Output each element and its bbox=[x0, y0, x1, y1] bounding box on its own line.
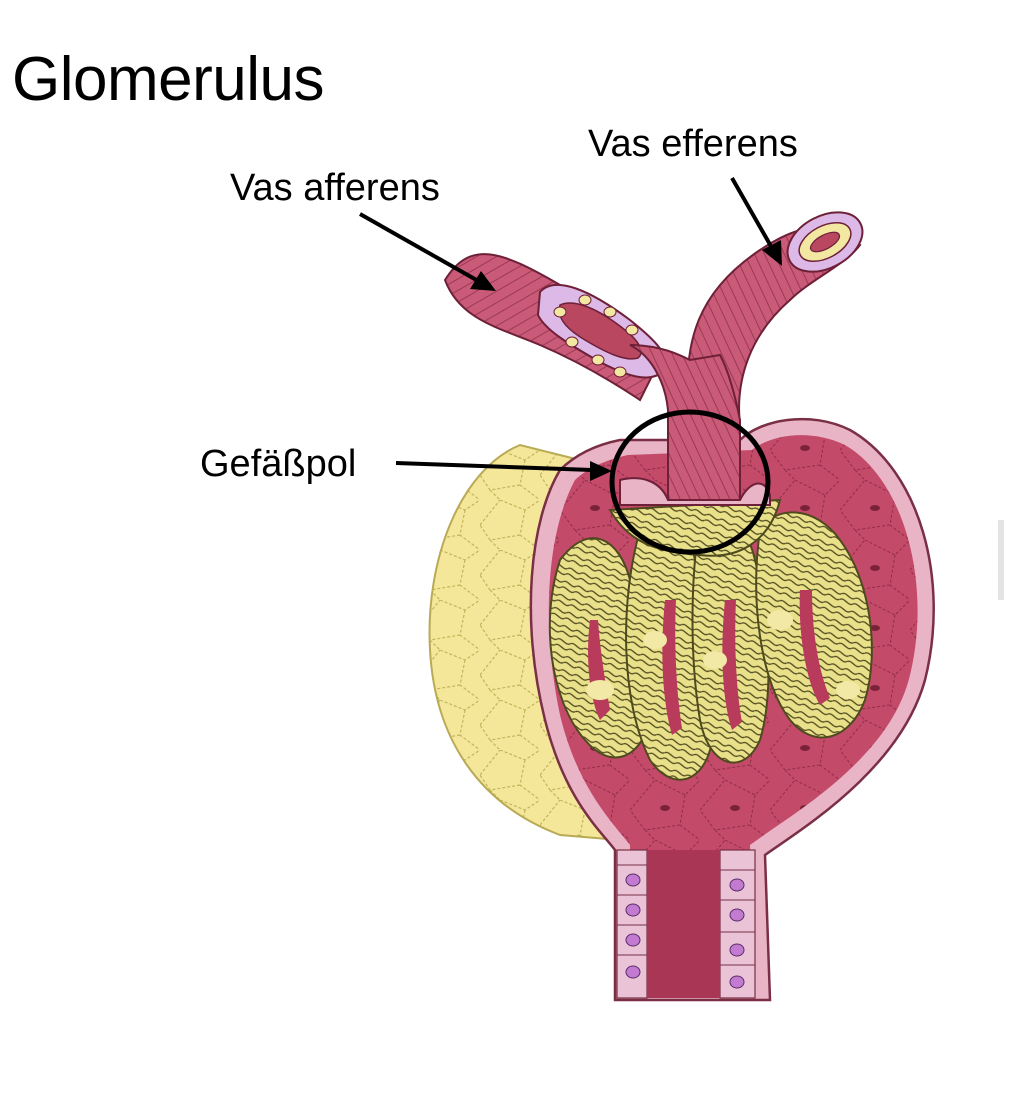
label-gefaesspol: Gefäßpol bbox=[200, 443, 357, 485]
arrow-vas-afferens bbox=[359, 212, 496, 291]
page-title: Glomerulus bbox=[12, 45, 325, 114]
arrow-gefaesspol bbox=[395, 461, 612, 481]
label-vas-afferens: Vas afferens bbox=[230, 167, 440, 209]
arrow-vas-efferens bbox=[730, 177, 782, 266]
capillary-tuft bbox=[548, 498, 873, 781]
edge-mark bbox=[998, 520, 1004, 600]
tubule-cells bbox=[616, 849, 756, 999]
label-vas-efferens: Vas efferens bbox=[588, 123, 798, 165]
vas-efferens-vessel bbox=[686, 211, 864, 427]
vascular-pole-circle bbox=[609, 409, 771, 555]
vascular-stalk bbox=[629, 344, 741, 501]
